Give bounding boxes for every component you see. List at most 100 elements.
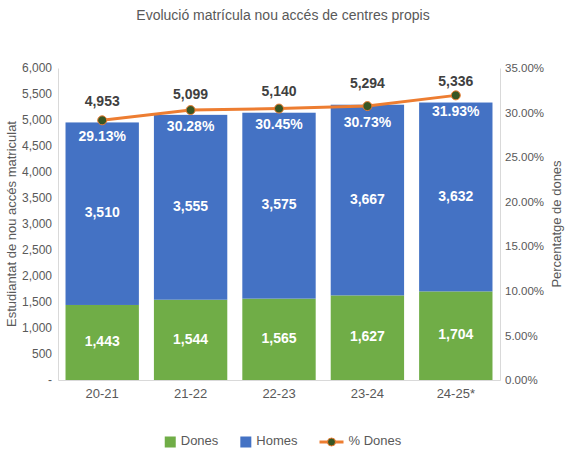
- bar-segment: [242, 299, 315, 380]
- line-marker: [451, 91, 460, 100]
- tick-label: 15.00%: [505, 240, 544, 252]
- axis-line: [59, 380, 501, 381]
- tick-label: 3,500: [22, 191, 52, 205]
- tick-label: -: [48, 373, 52, 387]
- legend: Dones Homes % Dones: [165, 433, 402, 448]
- data-label: 3,555: [173, 198, 208, 214]
- bar-segment: [66, 122, 139, 305]
- tick-label: 20-21: [86, 386, 119, 401]
- tick: -: [48, 373, 58, 387]
- tick: 6,000: [22, 61, 58, 75]
- tick-label: 10.00%: [505, 285, 544, 297]
- data-label: 30.28%: [167, 118, 215, 134]
- y-axis: -5001,0001,5002,0002,5003,0003,5004,0004…: [22, 61, 59, 387]
- tick: 35.00%: [500, 62, 544, 74]
- tick: 10.00%: [500, 285, 544, 297]
- tick-label: 20.00%: [505, 196, 544, 208]
- title: Evolució matrícula nou accés de centres …: [136, 7, 429, 23]
- line-marker: [275, 104, 284, 113]
- line-marker: [363, 102, 372, 111]
- tick-label: 500: [32, 347, 52, 361]
- legend-item: Dones: [165, 433, 219, 448]
- tick-label: 1,500: [22, 295, 52, 309]
- tick-label: 23-24: [351, 386, 384, 401]
- tick-label: 25.00%: [505, 151, 544, 163]
- data-label: 3,667: [350, 191, 385, 207]
- tick-label: 30.00%: [505, 107, 544, 119]
- tick-label: 5,000: [22, 113, 52, 127]
- legend-label: % Dones: [349, 433, 402, 448]
- tick: 22-23: [262, 380, 295, 401]
- data-label: 30.73%: [344, 114, 392, 130]
- line-marker: [98, 116, 107, 125]
- tick: 23-24: [351, 380, 384, 401]
- tick: 4,000: [22, 165, 58, 179]
- data-label: 31.93%: [432, 103, 480, 119]
- tick-label: 6,000: [22, 61, 52, 75]
- tick-label: 24-25*: [437, 386, 475, 401]
- tick-label: 4,000: [22, 165, 52, 179]
- y2-axis-title: Percentatge de dones: [549, 160, 564, 288]
- tick: 24-25*: [437, 380, 475, 401]
- tick: 1,000: [22, 321, 58, 335]
- data-label: 1,565: [261, 330, 296, 346]
- bar-segment: [419, 103, 492, 292]
- line-marker: [186, 106, 195, 115]
- axis-line: [58, 69, 59, 381]
- tick: 4,500: [22, 139, 58, 153]
- bar-segment: [154, 115, 227, 300]
- legend-item: % Dones: [320, 433, 402, 448]
- tick-label: 5.00%: [505, 330, 538, 342]
- tick: 3,000: [22, 217, 58, 231]
- tick: 3,500: [22, 191, 58, 205]
- y-axis-title: Estudiantat de nou accés matriculat: [4, 121, 19, 327]
- tick: 15.00%: [500, 240, 544, 252]
- total-label: 5,336: [438, 73, 473, 89]
- x-axis: 20-21 21-22 22-23 23-24 24-25*: [59, 380, 501, 401]
- tick-label: 21-22: [174, 386, 207, 401]
- data-label: 1,627: [350, 328, 385, 344]
- tick: 21-22: [174, 380, 207, 401]
- plot-marks: [66, 91, 493, 380]
- legend-label: Dones: [181, 433, 219, 448]
- legend-swatch: [165, 437, 176, 448]
- legend-swatch: [240, 437, 251, 448]
- tick: 30.00%: [500, 107, 544, 119]
- tick-label: 2,000: [22, 269, 52, 283]
- tick-label: 4,500: [22, 139, 52, 153]
- data-label: 30.45%: [255, 116, 303, 132]
- data-label: 1,443: [85, 333, 120, 349]
- tick: 1,500: [22, 295, 58, 309]
- bar-segment: [242, 113, 315, 299]
- data-label: 3,575: [261, 196, 296, 212]
- legend-label: Homes: [256, 433, 298, 448]
- data-label: 29.13%: [78, 128, 126, 144]
- data-label: 1,704: [438, 326, 473, 342]
- tick: 2,000: [22, 269, 58, 283]
- legend-marker: [328, 438, 336, 446]
- tick-label: 0.00%: [505, 374, 538, 386]
- total-label: 5,140: [261, 83, 296, 99]
- total-label: 5,294: [350, 75, 385, 91]
- total-label: 4,953: [85, 93, 120, 109]
- bar-segment: [331, 295, 404, 380]
- y2-axis: 0.00% 5.00% 10.00% 15.00% 20.00% 25.00% 30.00%…: [500, 62, 544, 386]
- tick: 20.00%: [500, 196, 544, 208]
- tick-label: 35.00%: [505, 62, 544, 74]
- tick: 5,000: [22, 113, 58, 127]
- data-label: 1,544: [173, 331, 208, 347]
- bar-segment: [331, 105, 404, 296]
- tick-label: 22-23: [262, 386, 295, 401]
- axis-line: [500, 69, 501, 381]
- data-labels: 1,443 1,544 1,565 1,627 1,704 3,510 3,555 3,575…: [78, 73, 480, 349]
- data-label: 3,632: [438, 188, 473, 204]
- total-label: 5,099: [173, 86, 208, 102]
- bar-segment: [419, 291, 492, 380]
- legend-item: Homes: [240, 433, 298, 448]
- tick: 5.00%: [500, 330, 538, 342]
- chart: Evolució matrícula nou accés de centres …: [0, 0, 566, 464]
- tick: 0.00%: [500, 374, 538, 386]
- tick: 20-21: [86, 380, 119, 401]
- tick: 25.00%: [500, 151, 544, 163]
- data-label: 3,510: [85, 204, 120, 220]
